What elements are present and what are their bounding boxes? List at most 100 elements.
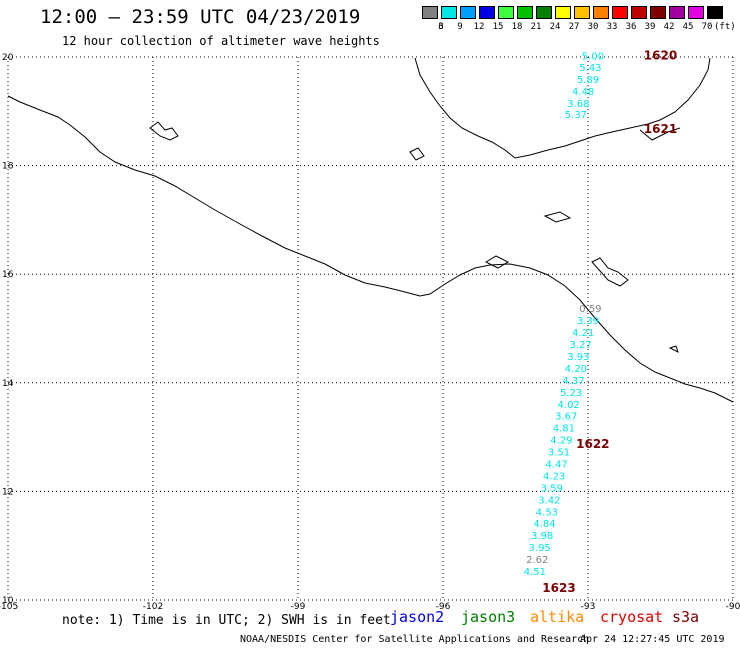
legend-swatch bbox=[669, 6, 685, 19]
wave-height-label: 4.23 bbox=[543, 471, 565, 482]
pass-number-label: 1620 bbox=[644, 49, 677, 63]
legend-label: 21 bbox=[530, 22, 542, 32]
wave-height-label: 5.37 bbox=[565, 110, 587, 121]
wave-height-label: 4.02 bbox=[558, 400, 580, 411]
legend-label: 27 bbox=[568, 22, 580, 32]
legend-label: 30 bbox=[587, 22, 599, 32]
page-subtitle: 12 hour collection of altimeter wave hei… bbox=[62, 34, 380, 48]
legend-swatch bbox=[422, 6, 438, 19]
lon-tick-label: -102 bbox=[143, 602, 163, 612]
coastline bbox=[7, 57, 734, 403]
lat-tick-label: 18 bbox=[2, 162, 14, 172]
legend-swatch bbox=[460, 6, 476, 19]
lon-tick-label: -90 bbox=[726, 602, 740, 612]
wave-height-label: 3.27 bbox=[570, 340, 592, 351]
satellite-name: s3a bbox=[672, 608, 700, 626]
lat-tick-label: 14 bbox=[2, 379, 14, 389]
legend-label: 3 bbox=[438, 22, 444, 32]
wave-height-label: 3.42 bbox=[538, 495, 560, 506]
island-1 bbox=[149, 121, 179, 141]
legend-label: 9 bbox=[457, 22, 463, 32]
lon-tick-label: -93 bbox=[581, 602, 596, 612]
satellite-name: jason2 bbox=[390, 608, 445, 626]
wave-height-label: 5.23 bbox=[560, 388, 582, 399]
lat-tick-label: 16 bbox=[2, 270, 14, 280]
page-title: 12:00 — 23:59 UTC 04/23/2019 bbox=[40, 6, 361, 28]
lat-lon-grid bbox=[7, 56, 734, 601]
legend-label: 24 bbox=[549, 22, 561, 32]
legend-swatch bbox=[498, 6, 514, 19]
credit-line: NOAA/NESDIS Center for Satellite Applica… bbox=[240, 634, 590, 645]
wave-height-label: 4.84 bbox=[533, 519, 555, 530]
wave-height-label: 4.37 bbox=[562, 376, 584, 387]
wave-height-label: 3.95 bbox=[529, 543, 551, 554]
legend-swatch bbox=[593, 6, 609, 19]
wave-height-label: 3.98 bbox=[531, 531, 553, 542]
legend-swatch bbox=[650, 6, 666, 19]
legend-label: 36 bbox=[625, 22, 637, 32]
wave-height-label: 4.81 bbox=[553, 424, 575, 435]
legend-label: 6 bbox=[438, 22, 444, 32]
wave-height-label: 3.59 bbox=[541, 483, 563, 494]
generation-timestamp: Apr 24 12:27:45 UTC 2019 bbox=[580, 634, 725, 645]
lat-tick-label: 20 bbox=[2, 53, 14, 63]
wave-height-label: 4.21 bbox=[572, 328, 594, 339]
legend-unit: (ft) bbox=[714, 22, 736, 32]
pass-number-label: 1621 bbox=[644, 122, 677, 136]
wave-height-label: 4.29 bbox=[550, 436, 572, 447]
wave-height-label: 4.51 bbox=[524, 567, 546, 578]
lon-tick-label: -99 bbox=[291, 602, 306, 612]
gulf-coastline bbox=[414, 57, 711, 159]
pass-labels: 1620 1621 1622 1623 bbox=[542, 49, 677, 595]
lon-tick-label: -96 bbox=[436, 602, 451, 612]
wave-height-label: 5.43 bbox=[579, 63, 601, 74]
wave-height-label: 3.93 bbox=[567, 352, 589, 363]
legend-label: 15 bbox=[492, 22, 504, 32]
legend-swatch bbox=[631, 6, 647, 19]
gulf-coastline-east bbox=[639, 127, 681, 141]
lon-tick-label: -105 bbox=[0, 602, 18, 612]
island-5 bbox=[484, 255, 510, 269]
satellite-name: cryosat bbox=[600, 608, 664, 626]
wave-height-label: 3.51 bbox=[548, 448, 570, 459]
legend-swatch bbox=[612, 6, 628, 19]
lat-tick-label: 12 bbox=[2, 487, 13, 497]
legend-swatch bbox=[574, 6, 590, 19]
legend-label: 39 bbox=[644, 22, 656, 32]
legend-label: 18 bbox=[511, 22, 523, 32]
island-2 bbox=[409, 147, 425, 161]
island-3 bbox=[543, 211, 572, 223]
legend-swatch bbox=[479, 6, 495, 19]
island-4 bbox=[591, 257, 629, 287]
wave-height-labels: 5.005.435.894.483.685.37 0.593.394.213.27… bbox=[524, 52, 604, 578]
wave-height-label: 5.89 bbox=[577, 75, 599, 86]
lat-tick-label: 10 bbox=[2, 596, 14, 606]
wave-height-label: 3.39 bbox=[577, 316, 599, 327]
wave-height-label: 4.48 bbox=[572, 87, 594, 98]
legend-swatch bbox=[555, 6, 571, 19]
legend-swatch bbox=[707, 6, 723, 19]
wave-height-label: 3.67 bbox=[555, 412, 577, 423]
wave-height-label: 4.53 bbox=[536, 507, 558, 518]
wave-height-label: 5.00 bbox=[582, 52, 604, 63]
wave-height-label: 0.59 bbox=[579, 304, 601, 315]
axis-tick-labels: -105 -102 -99 -96 -93 -90 10 12 14 16 18 20 bbox=[0, 53, 740, 612]
legend-label: 45 bbox=[682, 22, 694, 32]
legend-label: 42 bbox=[663, 22, 675, 32]
legend-swatch bbox=[441, 6, 457, 19]
footer-note: note: 1) Time is in UTC; 2) SWH is in fe… bbox=[62, 613, 391, 628]
pass-number-label: 1623 bbox=[542, 581, 575, 595]
legend-label: 33 bbox=[606, 22, 618, 32]
legend-swatch bbox=[688, 6, 704, 19]
legend-label: 70 bbox=[701, 22, 713, 32]
pass-number-label: 1622 bbox=[576, 437, 609, 451]
wave-height-label: 3.68 bbox=[567, 99, 589, 110]
legend-swatch bbox=[517, 6, 533, 19]
satellite-name: jason3 bbox=[461, 608, 516, 626]
wave-height-label: 2.62 bbox=[526, 555, 548, 566]
satellite-name: altika bbox=[530, 608, 585, 626]
legend-label: 12 bbox=[473, 22, 485, 32]
pacific-coastline bbox=[7, 95, 734, 403]
